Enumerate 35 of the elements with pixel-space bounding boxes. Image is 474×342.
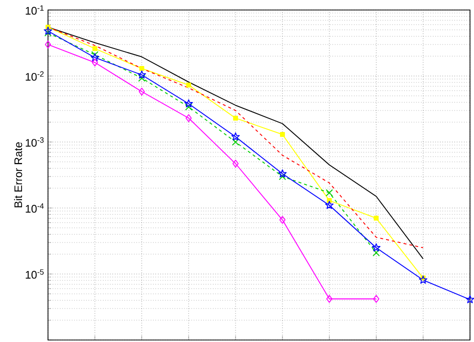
y-tick-label: 10$^{-3}$ [26, 137, 44, 147]
point [185, 103, 192, 111]
point [44, 40, 52, 48]
point [138, 70, 146, 79]
y-axis-title: Bit Error Rate [14, 142, 22, 208]
y-tick-label: 10$^{-5}$ [26, 269, 44, 279]
point [186, 114, 192, 122]
point [231, 132, 240, 140]
point [90, 53, 100, 62]
point [326, 294, 332, 303]
point [280, 132, 285, 137]
point [233, 116, 238, 121]
point [139, 66, 144, 71]
point [278, 169, 287, 178]
point [466, 295, 474, 304]
point [186, 82, 192, 88]
point [232, 160, 239, 168]
point [138, 74, 146, 82]
point [91, 51, 99, 58]
point [92, 46, 98, 52]
point [326, 189, 333, 196]
point [418, 276, 428, 284]
y-tick-label: 10$^{-4}$ [26, 203, 44, 213]
point [278, 172, 286, 180]
point [44, 26, 52, 35]
point [92, 58, 98, 66]
point [325, 200, 334, 209]
point [372, 243, 380, 252]
point [184, 99, 193, 108]
point [138, 88, 145, 96]
point [44, 29, 52, 37]
point [279, 216, 286, 224]
y-tick-label: 10$^{-2}$ [26, 71, 44, 81]
y-tick-label: 10$^{-1}$ [26, 5, 44, 15]
point [373, 294, 380, 303]
